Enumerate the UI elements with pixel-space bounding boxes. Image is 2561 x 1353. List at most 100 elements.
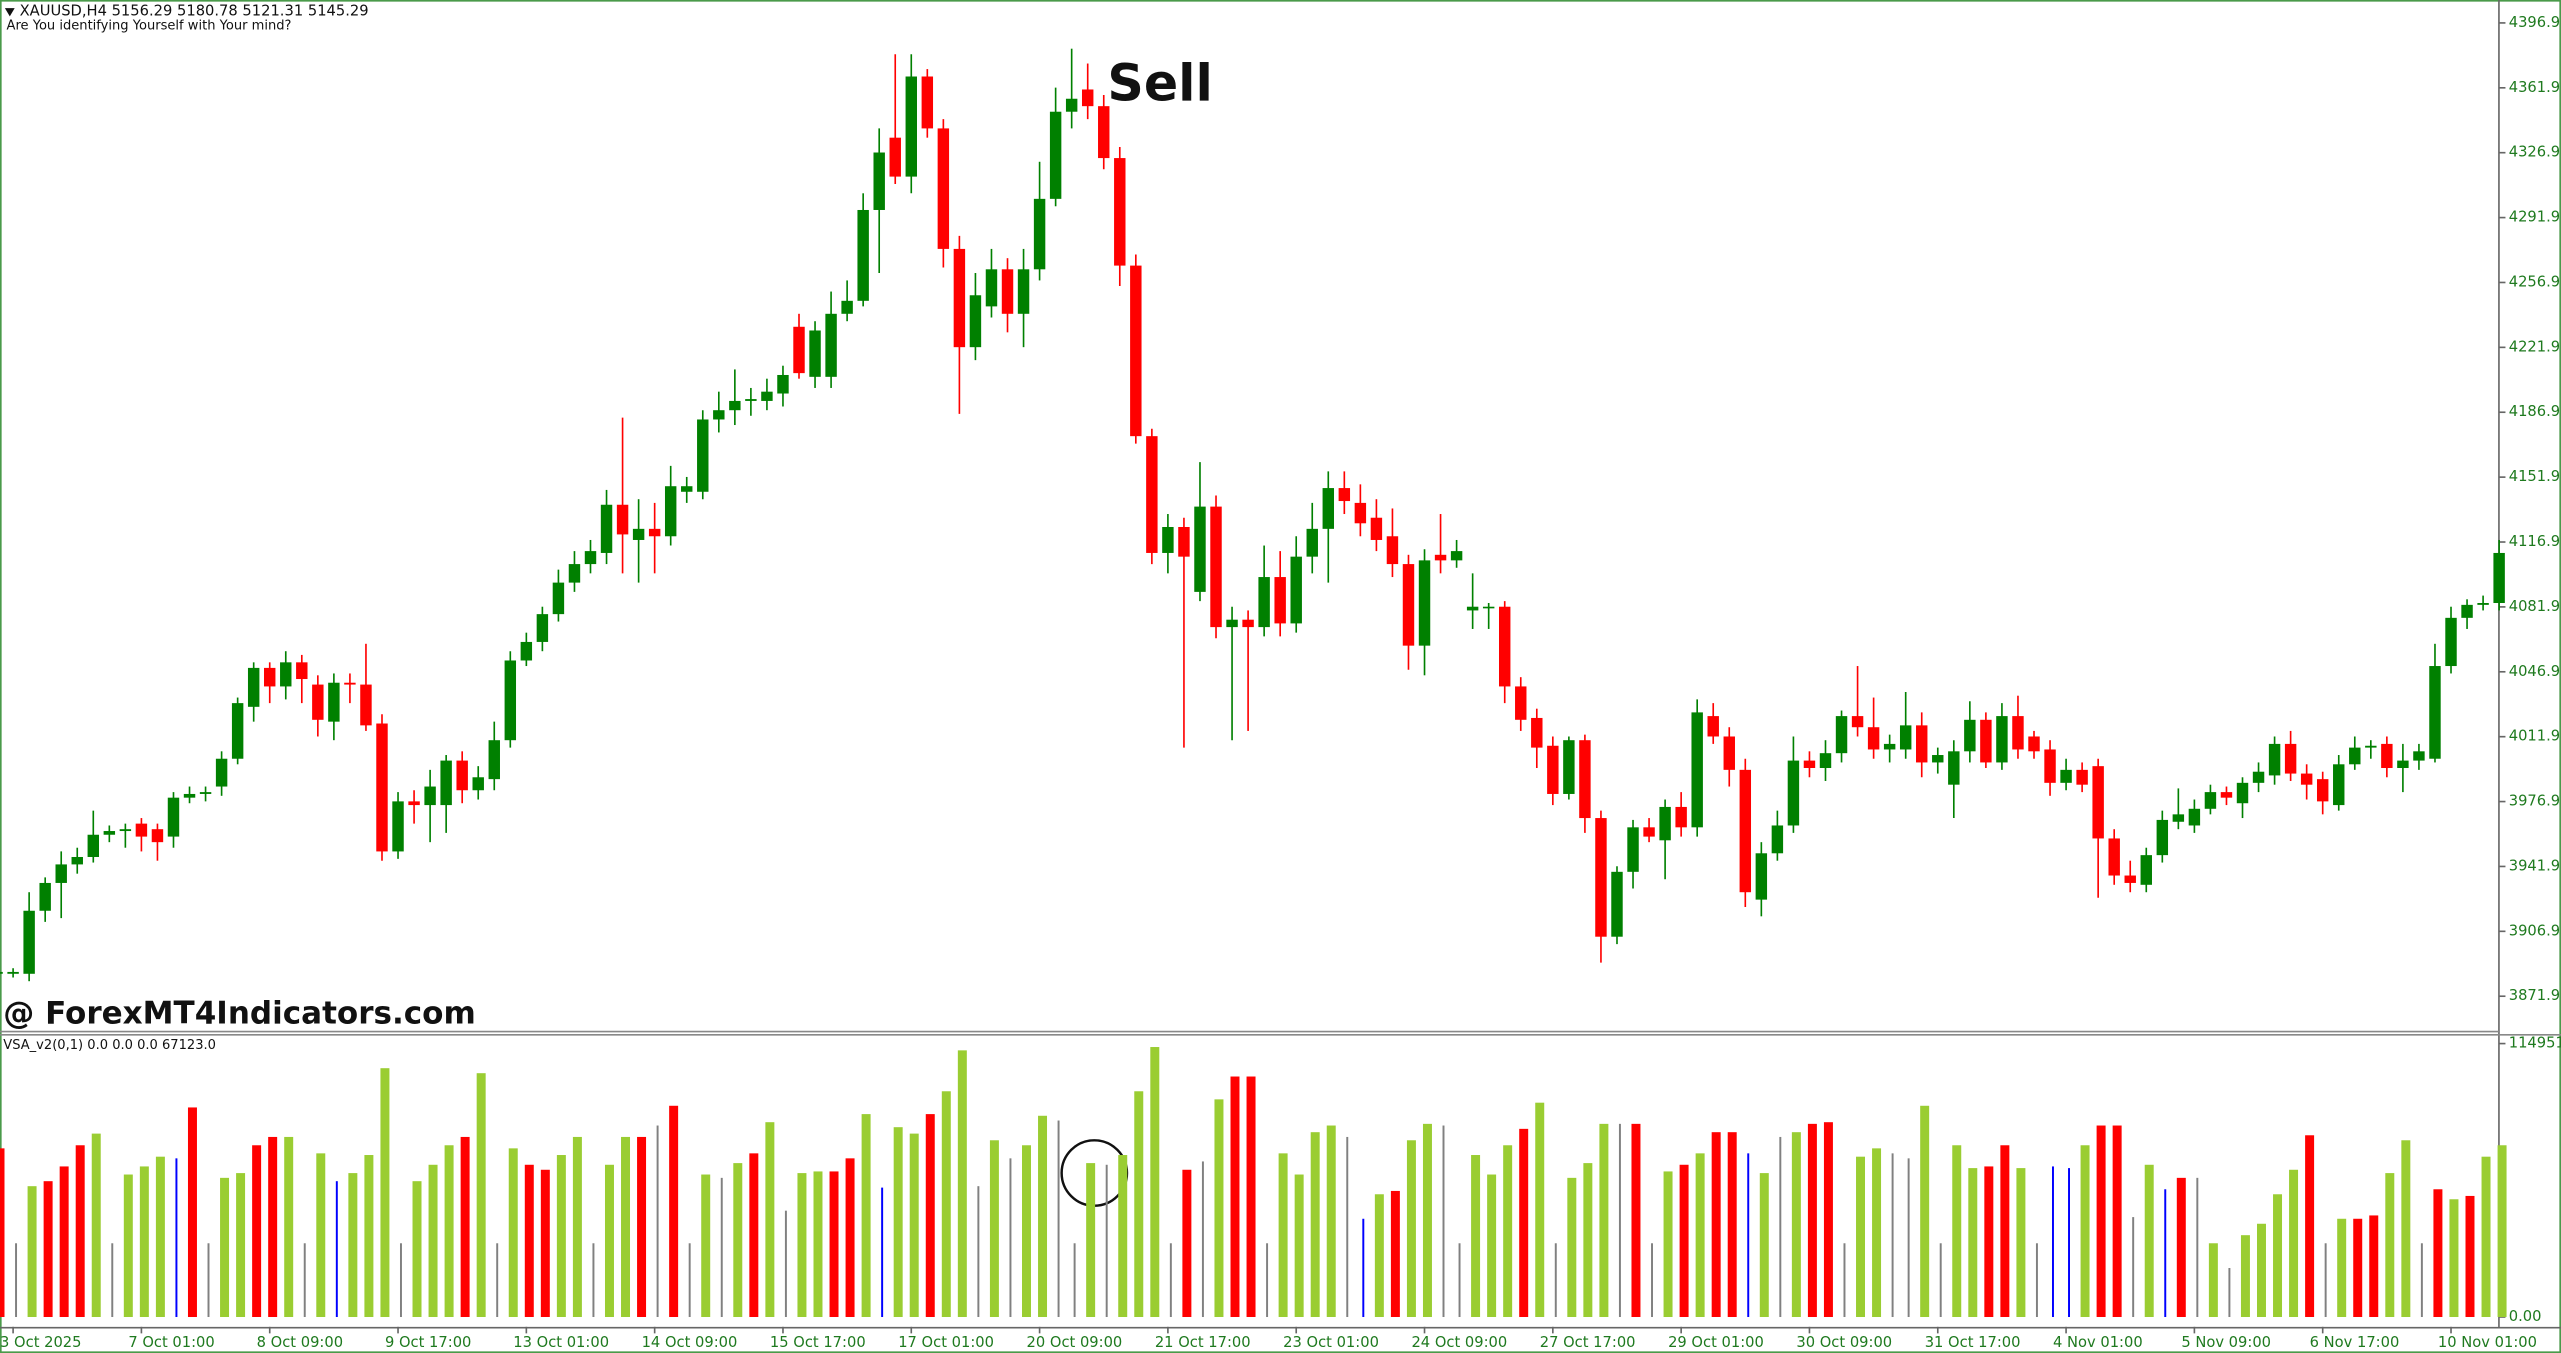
volume-bar (1021, 1145, 1031, 1318)
volume-bar (1073, 1243, 1076, 1318)
candle-body (1098, 106, 1110, 159)
sell-annotation: Sell (1107, 54, 1212, 113)
chart-subtitle: Are You identifying Yourself with Your m… (7, 19, 292, 34)
volume-bar (2068, 1168, 2071, 1318)
candle-body (2461, 604, 2473, 618)
candle-body (552, 582, 565, 615)
candle-body (2333, 764, 2345, 806)
volume-bar (656, 1125, 659, 1318)
x-tick-label: 17 Oct 01:00 (898, 1334, 994, 1351)
candle-body (2012, 716, 2024, 750)
volume-bar (380, 1068, 390, 1318)
candle-body (2044, 749, 2056, 783)
volume-bar (784, 1210, 787, 1318)
candle-body (793, 326, 805, 374)
x-tick-label: 20 Oct 09:00 (1027, 1334, 1123, 1351)
candle-body (1146, 436, 1158, 553)
volume-bar (893, 1127, 903, 1318)
volume-bar (592, 1243, 595, 1318)
candle-body (1835, 716, 1848, 754)
candle-body (1290, 556, 1302, 624)
candle-body (1322, 488, 1335, 529)
x-tick-label: 31 Oct 17:00 (1925, 1334, 2021, 1351)
candle-body (632, 528, 645, 540)
candle-body (360, 684, 372, 726)
volume-bar (1535, 1102, 1545, 1318)
volume-bar (1711, 1132, 1721, 1318)
candle-body (1739, 769, 1752, 893)
volume-bar (1009, 1158, 1012, 1318)
candle-body (1723, 736, 1735, 770)
candle-body (1627, 827, 1639, 872)
volume-bar (123, 1174, 133, 1318)
volume-bar (139, 1166, 149, 1318)
candle-body (809, 330, 821, 377)
volume-bar (268, 1136, 278, 1318)
candle-body (1948, 751, 1960, 785)
volume-bar (1631, 1123, 1641, 1318)
y-tick-label: 4221.90 (2509, 338, 2561, 355)
candle-body (1049, 111, 1062, 199)
volume-bar (669, 1105, 679, 1318)
collapse-icon[interactable] (4, 8, 15, 17)
candle-body (2204, 792, 2217, 809)
candle-body (440, 760, 452, 806)
y-tick-label: 3976.90 (2509, 793, 2561, 810)
candle-body (1450, 551, 1463, 561)
candle-body (247, 667, 260, 707)
volume-bar (175, 1158, 178, 1318)
volume-bar (925, 1114, 935, 1318)
candle-body (985, 269, 998, 307)
volume-bar (2449, 1199, 2459, 1318)
y-tick-label: 114951.5 (2509, 1035, 2561, 1052)
volume-bar (1422, 1123, 1432, 1318)
volume-bar (556, 1155, 566, 1318)
candle-body (1162, 526, 1174, 553)
candle-body (568, 564, 581, 583)
volume-bar (1487, 1174, 1497, 1318)
candle-body (713, 410, 725, 420)
candle-body (2076, 769, 2088, 785)
volume-bar (524, 1164, 534, 1318)
candle-body (1226, 619, 1238, 628)
candle-body (1803, 760, 1816, 769)
volume-bar (2164, 1189, 2167, 1318)
volume-bar (1968, 1168, 1978, 1318)
volume-bar (1554, 1243, 1557, 1318)
candle-body (0, 971, 3, 974)
candle-body (937, 128, 950, 249)
candle-body (392, 801, 404, 852)
volume-bar (1346, 1136, 1349, 1318)
candle-body (1867, 727, 1880, 750)
volume-bar (861, 1114, 871, 1318)
volume-bar (1807, 1123, 1817, 1318)
candle-body (1194, 506, 1206, 592)
candle-body (1482, 606, 1495, 609)
y-tick-label: 4326.90 (2509, 144, 2561, 161)
candle-body (777, 374, 789, 394)
candle-body (408, 801, 420, 806)
candle-body (520, 641, 533, 661)
volume-bar (1038, 1115, 1048, 1318)
candle-body (23, 910, 35, 974)
candle-body (376, 723, 388, 852)
volume-bar (2132, 1217, 2135, 1318)
volume-bar (1984, 1166, 1994, 1318)
x-tick-label: 14 Oct 09:00 (642, 1334, 738, 1351)
candle-body (1258, 577, 1270, 628)
candle-body (2188, 808, 2201, 826)
volume-bar (2305, 1135, 2315, 1318)
volume-bar (155, 1156, 165, 1318)
volume-bar (1907, 1158, 1910, 1318)
candle-body (1386, 536, 1399, 565)
volume-bar (2289, 1169, 2299, 1318)
candle-body (1274, 577, 1286, 624)
candle-body (857, 209, 869, 301)
volume-bar (1618, 1123, 1621, 1318)
volume-bar (1278, 1153, 1288, 1318)
candle-body (2397, 760, 2409, 769)
volume-bar (2176, 1177, 2186, 1318)
volume-bar (316, 1153, 326, 1318)
candle-body (2284, 743, 2297, 774)
